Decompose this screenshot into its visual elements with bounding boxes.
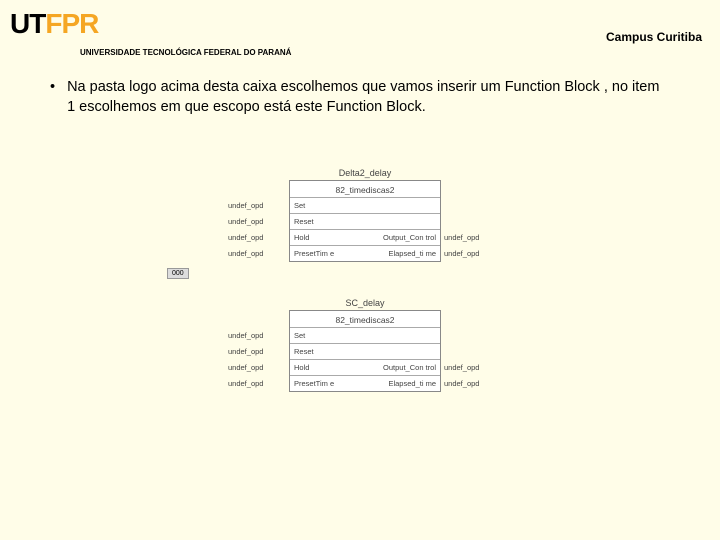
bullet-text: Na pasta logo acima desta caixa escolhem… xyxy=(67,78,670,117)
fb1-pinl-1: Reset xyxy=(290,217,365,226)
fb1-footer-box: 000 xyxy=(167,268,189,279)
fb2-name: 82_timediscas2 xyxy=(290,313,440,327)
fb1-left-1: undef_opd xyxy=(226,217,288,226)
fb1-row-2: undef_opd Hold Output_Con trol undef_opd xyxy=(290,229,440,245)
logo-letter-f: F xyxy=(45,8,61,39)
utfpr-logo: UTFPR xyxy=(10,8,98,40)
fb2-left-0: undef_opd xyxy=(226,331,288,340)
fb2-row-2: undef_opd Hold Output_Con trol undef_opd xyxy=(290,359,440,375)
fb1-left-0: undef_opd xyxy=(226,201,288,210)
fb1-pinl-3: PresetTim e xyxy=(290,249,365,258)
fb-block-1: Delta2_delay 82_timediscas2 undef_opd Se… xyxy=(225,168,505,280)
logo-letter-r: R xyxy=(79,8,98,39)
fb1-title: Delta2_delay xyxy=(225,168,505,178)
bullet-item: • Na pasta logo acima desta caixa escolh… xyxy=(50,78,670,117)
bullet-block: • Na pasta logo acima desta caixa escolh… xyxy=(50,78,670,117)
fb2-pinr-3: Elapsed_ti me xyxy=(365,379,440,388)
fb1-pinr-3: Elapsed_ti me xyxy=(365,249,440,258)
fb2-pinr-2: Output_Con trol xyxy=(365,363,440,372)
fb2-pinl-3: PresetTim e xyxy=(290,379,365,388)
fb1-name: 82_timediscas2 xyxy=(290,183,440,197)
campus-label: Campus Curitiba xyxy=(606,30,702,44)
fb2-right-3: undef_opd xyxy=(442,379,504,388)
fb-block-2: SC_delay 82_timediscas2 undef_opd Set un… xyxy=(225,298,505,392)
logo-letter-t: T xyxy=(29,8,45,39)
fb1-pinl-0: Set xyxy=(290,201,365,210)
fb2-pinl-0: Set xyxy=(290,331,365,340)
slide-header: UTFPR UNIVERSIDADE TECNOLÓGICA FEDERAL D… xyxy=(0,0,720,55)
logo-letter-p: P xyxy=(61,8,79,39)
bullet-dot: • xyxy=(50,78,55,117)
fb1-box: 82_timediscas2 undef_opd Set undef_opd R… xyxy=(289,180,441,262)
fb1-left-3: undef_opd xyxy=(226,249,288,258)
fb2-left-1: undef_opd xyxy=(226,347,288,356)
fb2-left-2: undef_opd xyxy=(226,363,288,372)
fb2-left-3: undef_opd xyxy=(226,379,288,388)
fb2-right-2: undef_opd xyxy=(442,363,504,372)
fb2-row-1: undef_opd Reset xyxy=(290,343,440,359)
fb1-row-0: undef_opd Set xyxy=(290,197,440,213)
logo-letter-u: U xyxy=(10,8,29,39)
university-name: UNIVERSIDADE TECNOLÓGICA FEDERAL DO PARA… xyxy=(80,48,291,57)
fb1-row-1: undef_opd Reset xyxy=(290,213,440,229)
fb1-right-3: undef_opd xyxy=(442,249,504,258)
fb2-title: SC_delay xyxy=(225,298,505,308)
fb2-pinl-2: Hold xyxy=(290,363,365,372)
fb1-pinr-2: Output_Con trol xyxy=(365,233,440,242)
fb2-pinl-1: Reset xyxy=(290,347,365,356)
fb2-row-0: undef_opd Set xyxy=(290,327,440,343)
fb2-box: 82_timediscas2 undef_opd Set undef_opd R… xyxy=(289,310,441,392)
fb1-row-3: undef_opd PresetTim e Elapsed_ti me unde… xyxy=(290,245,440,261)
fb2-row-3: undef_opd PresetTim e Elapsed_ti me unde… xyxy=(290,375,440,391)
fb1-pinl-2: Hold xyxy=(290,233,365,242)
diagram-area: Delta2_delay 82_timediscas2 undef_opd Se… xyxy=(225,168,505,410)
fb1-right-2: undef_opd xyxy=(442,233,504,242)
fb1-left-2: undef_opd xyxy=(226,233,288,242)
